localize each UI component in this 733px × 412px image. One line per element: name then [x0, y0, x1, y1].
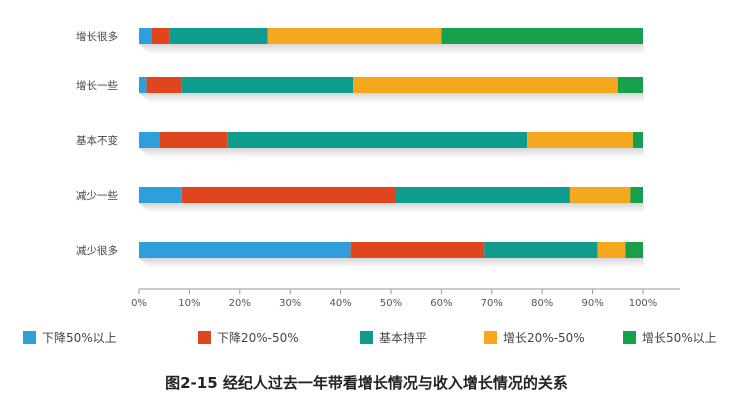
bar-segment-row-2-series-1 — [139, 77, 147, 93]
bar-segment-row-4-series-4 — [569, 187, 631, 203]
bar-segment-row-5-series-3 — [484, 242, 598, 258]
category-label-2: 增长一些 — [76, 79, 118, 92]
legend-swatch-series-1 — [23, 331, 36, 344]
legend-item-series-4: 增长20%-50% — [484, 329, 585, 346]
bar-shadow — [139, 44, 645, 54]
bar-segment-row-1-series-2 — [151, 28, 170, 44]
legend-item-series-2: 下降20%-50% — [198, 329, 299, 346]
legend-label-series-1: 下降50%以上 — [42, 331, 117, 345]
x-tick-label-5: 50% — [380, 298, 402, 309]
bar-segment-row-1-series-4 — [267, 28, 442, 44]
x-tick-label-9: 90% — [581, 298, 603, 309]
bar-segment-row-2-series-4 — [353, 77, 618, 93]
legend-item-series-1: 下降50%以上 — [23, 329, 117, 346]
category-label-4: 减少一些 — [76, 189, 118, 202]
category-label-3: 基本不变 — [76, 134, 118, 147]
bar-segment-row-5-series-4 — [597, 242, 626, 258]
bar-segment-row-3-series-1 — [139, 132, 160, 148]
bar-segment-row-5-series-2 — [350, 242, 485, 258]
bar-shadow — [139, 148, 645, 158]
bar-segment-row-3-series-5 — [632, 132, 643, 148]
bar-segment-row-1-series-1 — [139, 28, 152, 44]
chart-title: 图2-15 经纪人过去一年带看增长情况与收入增长情况的关系 — [165, 374, 568, 392]
x-tick-label-6: 60% — [430, 298, 452, 309]
x-tick-label-8: 80% — [531, 298, 553, 309]
bar-segment-row-1-series-5 — [441, 28, 643, 44]
legend-label-series-5: 增长50%以上 — [642, 331, 717, 345]
x-tick-label-0: 0% — [131, 298, 147, 309]
legend: 下降50%以上 下降20%-50% 基本持平 增长20%-50% 增长50%以上 — [0, 329, 733, 349]
bar-segment-row-5-series-5 — [625, 242, 643, 258]
x-tick-label-10: 100% — [629, 298, 658, 309]
x-tick-label-2: 20% — [229, 298, 251, 309]
bar-segment-row-5-series-1 — [139, 242, 351, 258]
bar-segment-row-2-series-5 — [617, 77, 643, 93]
bar-segment-row-4-series-2 — [181, 187, 397, 203]
x-tick-label-7: 70% — [481, 298, 503, 309]
bar-segment-row-2-series-3 — [181, 77, 354, 93]
legend-swatch-series-2 — [198, 331, 211, 344]
bar-segment-row-3-series-2 — [159, 132, 228, 148]
bar-shadow — [139, 258, 645, 268]
bar-segment-row-4-series-1 — [139, 187, 182, 203]
category-label-5: 减少很多 — [76, 244, 118, 257]
x-tick-label-1: 10% — [178, 298, 200, 309]
legend-item-series-3: 基本持平 — [360, 329, 427, 346]
bar-segment-row-1-series-3 — [169, 28, 268, 44]
bar-shadow — [139, 203, 645, 213]
x-tick-label-4: 40% — [329, 298, 351, 309]
bar-shadow — [139, 93, 645, 103]
bar-segment-row-3-series-3 — [227, 132, 528, 148]
legend-item-series-5: 增长50%以上 — [623, 329, 717, 346]
legend-swatch-series-5 — [623, 331, 636, 344]
category-label-1: 增长很多 — [76, 30, 118, 43]
legend-label-series-2: 下降20%-50% — [217, 331, 299, 345]
bar-segment-row-2-series-2 — [146, 77, 182, 93]
legend-swatch-series-4 — [484, 331, 497, 344]
bar-segment-row-4-series-3 — [396, 187, 570, 203]
x-tick-label-3: 30% — [279, 298, 301, 309]
legend-label-series-4: 增长20%-50% — [503, 331, 585, 345]
bar-segment-row-3-series-4 — [527, 132, 633, 148]
bar-segment-row-4-series-5 — [630, 187, 643, 203]
legend-label-series-3: 基本持平 — [379, 331, 428, 345]
legend-swatch-series-3 — [360, 331, 373, 344]
